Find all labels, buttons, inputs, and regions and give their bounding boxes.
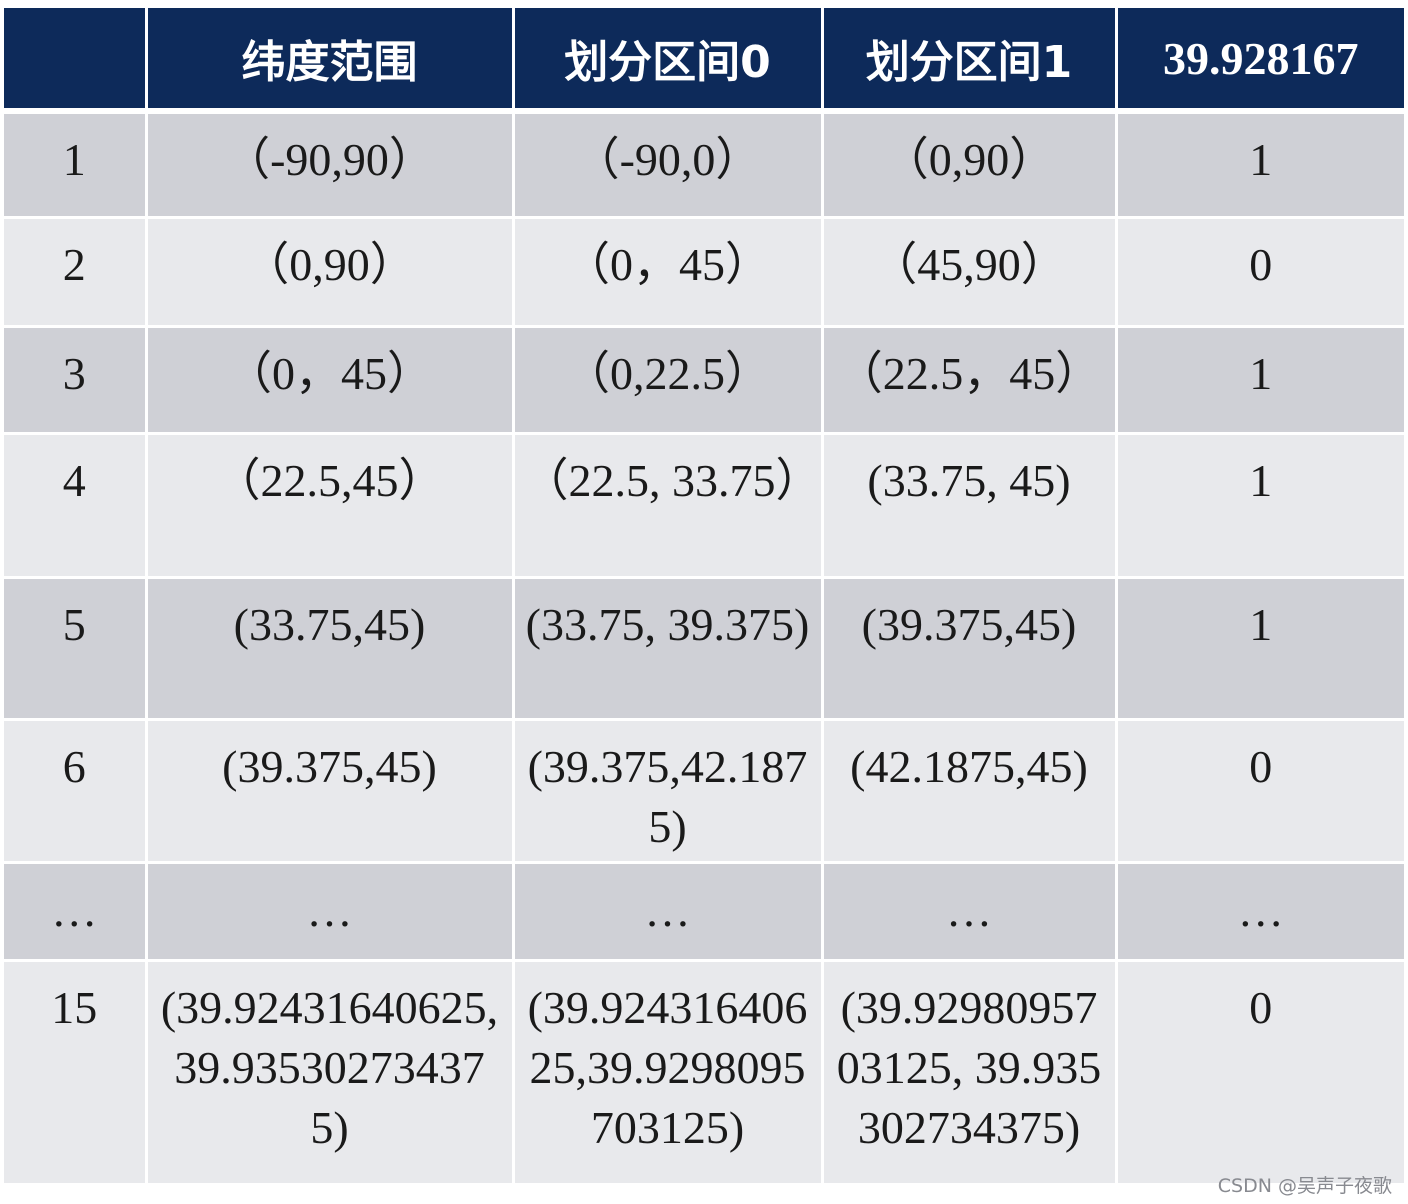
table-row: 2 （0,90） （0，45） （45,90） 0 [4, 217, 1404, 328]
interval-1-cell: (33.75, 45) [822, 433, 1118, 579]
header-interval-0: 划分区间0 [513, 8, 824, 114]
ellipsis-cell: … [513, 862, 824, 962]
table-row: 15 (39.92431640625,39.935302734375) (39.… [4, 960, 1404, 1186]
interval-1-cell: (39.9298095703125, 39.935302734375) [822, 960, 1118, 1186]
header-row: 纬度范围 划分区间0 划分区间1 39.928167 [4, 8, 1404, 114]
interval-0-text: (39.92431640625,39.9298095703125) [527, 981, 808, 1153]
table-row: 6 (39.375,45) (39.375,42.1875) (42.1875,… [4, 719, 1404, 864]
row-index-cell: 6 [4, 719, 148, 864]
header-interval-1: 划分区间1 [822, 8, 1118, 114]
csdn-watermark: CSDN @吴声子夜歌 [1217, 1175, 1392, 1197]
header-target-latitude: 39.928167 [1116, 8, 1404, 114]
bit-cell: 1 [1116, 326, 1404, 435]
latitude-range-cell: (39.375,45) [146, 719, 515, 864]
bit-cell: 0 [1116, 217, 1404, 328]
latitude-range-cell: （0,90） [146, 217, 515, 328]
interval-0-cell: （22.5, 33.75） [513, 433, 824, 579]
interval-1-cell: (39.375,45) [822, 577, 1118, 721]
latitude-range-cell: （0，45） [146, 326, 515, 435]
interval-0-text: （22.5, 33.75） [522, 454, 822, 506]
table-row: … … … … … [4, 862, 1404, 962]
bit-cell: 0 [1116, 719, 1404, 864]
table-row: 3 （0，45） （0,22.5） （22.5，45） 1 [4, 326, 1404, 435]
interval-0-cell: （-90,0） [513, 111, 824, 219]
table-row: 5 (33.75,45) (33.75, 39.375) (39.375,45)… [4, 577, 1404, 721]
interval-0-cell: (39.92431640625,39.9298095703125) [513, 960, 824, 1186]
header-index [4, 8, 148, 114]
ellipsis-cell: … [146, 862, 515, 962]
bit-cell: 1 [1116, 577, 1404, 721]
latitude-bisection-table: 纬度范围 划分区间0 划分区间1 39.928167 1 （-90,90） （-… [4, 8, 1404, 1186]
header-latitude-range: 纬度范围 [146, 8, 515, 114]
interval-0-cell: （0,22.5） [513, 326, 824, 435]
interval-1-cell: （22.5，45） [822, 326, 1118, 435]
table-row: 1 （-90,90） （-90,0） （0,90） 1 [4, 111, 1404, 219]
latitude-range-cell: (39.92431640625,39.935302734375) [146, 960, 515, 1186]
interval-1-cell: （45,90） [822, 217, 1118, 328]
bit-cell: 1 [1116, 111, 1404, 219]
latitude-range-cell: (33.75,45) [146, 577, 515, 721]
ellipsis-cell: … [1116, 862, 1404, 962]
interval-0-cell: (33.75, 39.375) [513, 577, 824, 721]
ellipsis-cell: … [4, 862, 148, 962]
table-row: 4 （22.5,45） （22.5, 33.75） (33.75, 45) 1 [4, 433, 1404, 579]
row-index-cell: 4 [4, 433, 148, 579]
row-index-cell: 3 [4, 326, 148, 435]
row-index-cell: 5 [4, 577, 148, 721]
row-index-cell: 1 [4, 111, 148, 219]
latitude-range-text: (39.92431640625,39.935302734375) [160, 981, 499, 1153]
interval-0-cell: (39.375,42.1875) [513, 719, 824, 864]
latitude-range-cell: （22.5,45） [146, 433, 515, 579]
latitude-range-cell: （-90,90） [146, 111, 515, 219]
interval-1-cell: (42.1875,45) [822, 719, 1118, 864]
ellipsis-cell: … [822, 862, 1118, 962]
interval-0-text: (33.75, 39.375) [525, 598, 810, 650]
bit-cell: 0 [1116, 960, 1404, 1186]
interval-1-cell: （0,90） [822, 111, 1118, 219]
row-index-cell: 15 [4, 960, 148, 1186]
bit-cell: 1 [1116, 433, 1404, 579]
interval-0-cell: （0，45） [513, 217, 824, 328]
interval-1-text: (39.9298095703125, 39.935302734375) [836, 981, 1102, 1153]
interval-0-text: (39.375,42.1875) [527, 740, 808, 852]
row-index-cell: 2 [4, 217, 148, 328]
